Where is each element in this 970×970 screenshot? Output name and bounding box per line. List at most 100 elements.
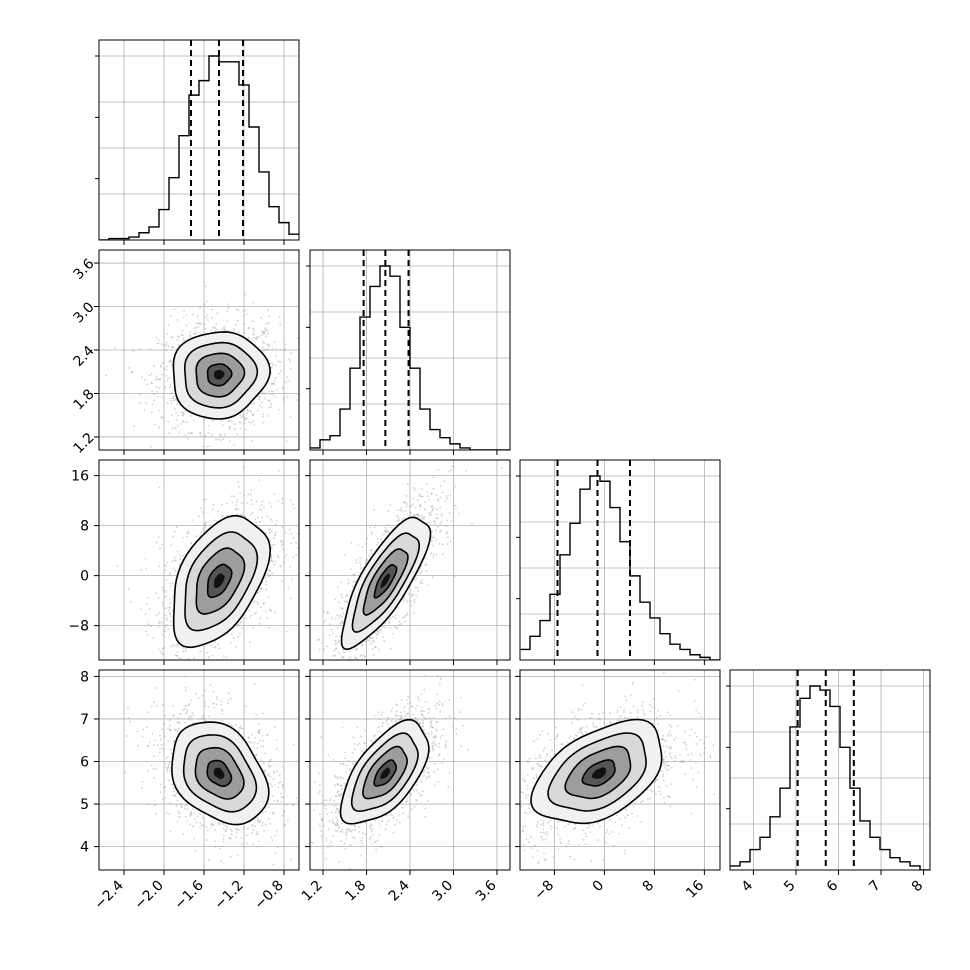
y-tick-label: 8 bbox=[80, 519, 89, 535]
scatter-point bbox=[227, 632, 229, 635]
scatter-point bbox=[254, 683, 257, 686]
scatter-point bbox=[326, 611, 329, 614]
scatter-point bbox=[261, 341, 264, 343]
scatter-point bbox=[409, 600, 412, 602]
scatter-point bbox=[370, 548, 373, 551]
scatter-point bbox=[153, 777, 156, 779]
scatter-point bbox=[406, 503, 408, 505]
density-core bbox=[214, 369, 225, 380]
scatter-point bbox=[419, 503, 422, 506]
scatter-point bbox=[165, 590, 167, 593]
scatter-point bbox=[346, 600, 348, 603]
scatter-point bbox=[223, 655, 225, 658]
scatter-point bbox=[250, 410, 253, 413]
scatter-point bbox=[244, 617, 247, 620]
scatter-point bbox=[169, 661, 171, 663]
scatter-point bbox=[337, 601, 340, 604]
scatter-point bbox=[143, 409, 146, 412]
scatter-point bbox=[228, 722, 230, 724]
scatter-point bbox=[318, 638, 321, 641]
scatter-point bbox=[168, 609, 170, 612]
scatter-point bbox=[399, 508, 401, 511]
scatter-point bbox=[200, 531, 203, 534]
scatter-point bbox=[257, 479, 260, 481]
scatter-point bbox=[164, 626, 166, 629]
scatter-point bbox=[171, 413, 173, 416]
scatter-point bbox=[300, 424, 302, 426]
scatter-point bbox=[331, 664, 333, 666]
scatter-point bbox=[228, 837, 231, 839]
scatter-point bbox=[160, 416, 163, 419]
density-core bbox=[214, 573, 225, 588]
scatter-point bbox=[341, 619, 344, 622]
scatter-point bbox=[432, 476, 435, 479]
scatter-point bbox=[302, 566, 304, 568]
scatter-point bbox=[268, 817, 270, 820]
scatter-point bbox=[281, 526, 284, 528]
scatter-point bbox=[260, 587, 263, 590]
scatter-point bbox=[165, 766, 168, 769]
scatter-point bbox=[219, 822, 222, 825]
scatter-point bbox=[253, 337, 255, 340]
scatter-point bbox=[155, 591, 157, 594]
scatter-point bbox=[345, 663, 347, 665]
scatter-point bbox=[268, 531, 271, 534]
scatter-point bbox=[227, 306, 230, 309]
scatter-point bbox=[177, 682, 179, 684]
scatter-point bbox=[271, 383, 274, 385]
scatter-point bbox=[391, 615, 394, 618]
scatter-point bbox=[238, 727, 241, 729]
scatter-point bbox=[210, 644, 213, 647]
scatter-point bbox=[153, 755, 156, 758]
scatter-point bbox=[180, 423, 183, 425]
scatter-point bbox=[439, 506, 442, 509]
scatter-point bbox=[161, 653, 164, 656]
scatter-point bbox=[425, 563, 428, 566]
scatter-point bbox=[211, 308, 213, 311]
scatter-point bbox=[178, 812, 181, 815]
scatter-point bbox=[346, 594, 348, 597]
scatter-point bbox=[241, 843, 244, 846]
panel-0-0 bbox=[95, 39, 300, 245]
scatter-point bbox=[181, 412, 184, 414]
scatter-point bbox=[404, 510, 406, 512]
scatter-point bbox=[246, 502, 249, 504]
scatter-point bbox=[372, 639, 374, 642]
scatter-point bbox=[128, 720, 131, 723]
y-tick-label: 1.8 bbox=[71, 386, 98, 413]
scatter-point bbox=[256, 601, 259, 604]
scatter-point bbox=[248, 616, 251, 619]
scatter-point bbox=[228, 428, 231, 431]
scatter-point bbox=[203, 323, 206, 325]
scatter-point bbox=[265, 349, 268, 352]
scatter-point bbox=[344, 554, 346, 556]
scatter-point bbox=[256, 833, 259, 836]
scatter-point bbox=[353, 573, 356, 576]
scatter-point bbox=[282, 396, 285, 399]
scatter-point bbox=[148, 374, 151, 377]
scatter-point bbox=[192, 419, 195, 422]
scatter-point bbox=[163, 596, 166, 599]
scatter-point bbox=[445, 525, 448, 528]
scatter-point bbox=[251, 440, 254, 442]
scatter-point bbox=[322, 648, 325, 651]
scatter-point bbox=[179, 657, 182, 660]
scatter-point bbox=[269, 529, 272, 531]
scatter-point bbox=[439, 522, 441, 525]
scatter-point bbox=[146, 597, 149, 600]
scatter-point bbox=[220, 439, 222, 442]
scatter-point bbox=[158, 612, 160, 615]
scatter-point bbox=[155, 378, 157, 381]
scatter-point bbox=[323, 620, 325, 623]
scatter-point bbox=[269, 539, 272, 542]
scatter-point bbox=[441, 553, 444, 556]
scatter-point bbox=[268, 406, 271, 408]
scatter-point bbox=[412, 497, 415, 500]
scatter-point bbox=[266, 515, 269, 518]
scatter-point bbox=[418, 494, 421, 497]
scatter-point bbox=[410, 595, 413, 597]
scatter-point bbox=[419, 581, 421, 583]
scatter-point bbox=[355, 647, 358, 649]
scatter-point bbox=[235, 827, 238, 830]
scatter-point bbox=[245, 417, 248, 420]
